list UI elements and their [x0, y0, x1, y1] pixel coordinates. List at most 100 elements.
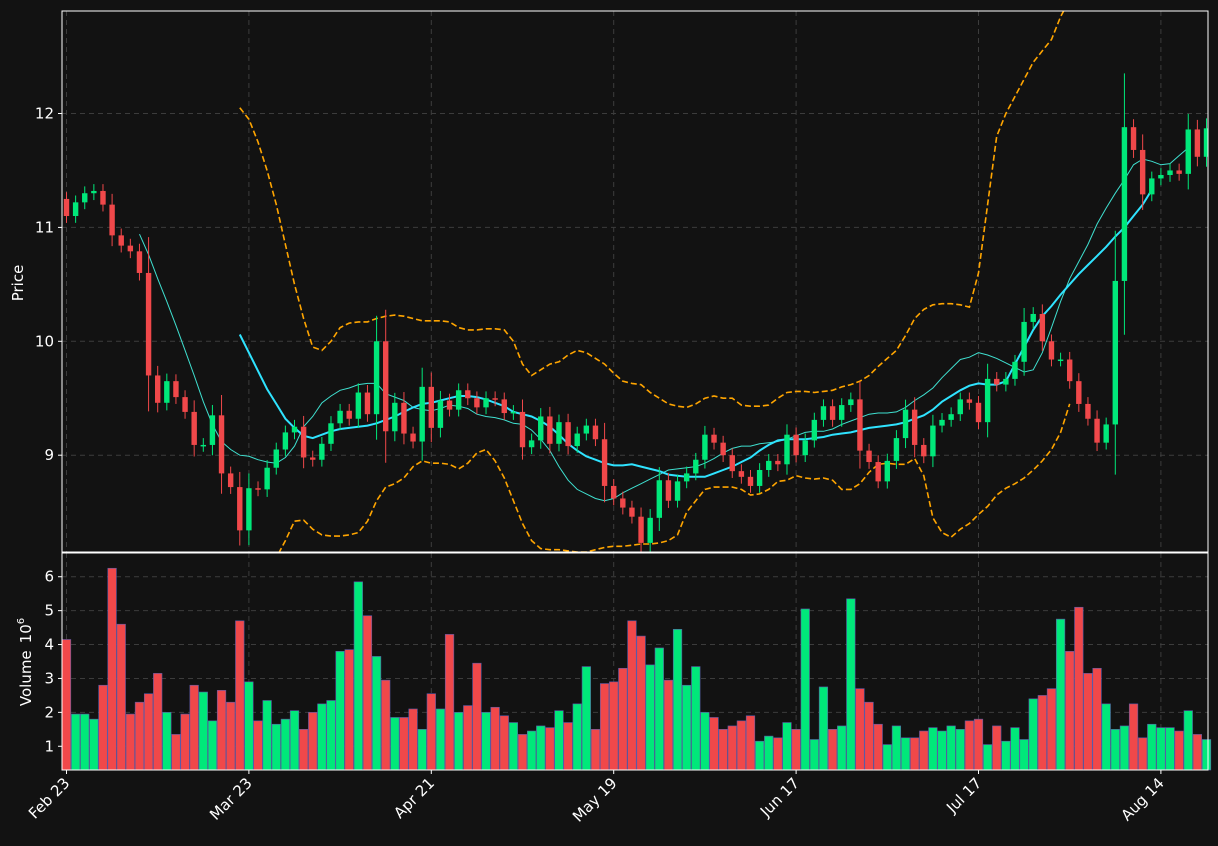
- bollinger-bands: [239, 11, 1071, 552]
- price-panel-frame: [61, 10, 1209, 553]
- volume-bar: [764, 735, 774, 771]
- volume-bar: [846, 598, 856, 771]
- candle-body: [346, 410, 352, 419]
- volume-bar: [590, 729, 601, 771]
- volume-bar: [116, 623, 126, 771]
- candle-body: [747, 476, 754, 486]
- volume-bar: [773, 737, 783, 771]
- candle-body: [921, 444, 927, 457]
- candle-body: [839, 405, 845, 420]
- candle-body: [1130, 127, 1137, 150]
- volume-bar: [864, 701, 874, 771]
- candle-body: [948, 414, 954, 420]
- volume-bar: [855, 688, 865, 771]
- candle-body: [182, 397, 188, 412]
- price-ytick-label: 9: [44, 446, 54, 464]
- candle-body: [975, 402, 982, 423]
- candle-body: [310, 457, 316, 460]
- volume-bar: [1156, 727, 1166, 771]
- volume-bar: [554, 710, 564, 771]
- lower-band-line: [278, 403, 1071, 552]
- candle-body: [829, 406, 836, 420]
- volume-bar: [636, 635, 646, 771]
- candle-body: [1149, 178, 1155, 195]
- volume-bar: [107, 567, 117, 771]
- candle-body: [465, 390, 471, 399]
- candle-body: [264, 467, 270, 490]
- price-ytick-label: 11: [35, 218, 54, 236]
- volume-bar: [226, 701, 236, 771]
- candle-body: [1076, 381, 1082, 404]
- volume-ytick-label: 1: [44, 737, 54, 755]
- candle-body: [255, 488, 261, 490]
- volume-bar: [1138, 737, 1148, 771]
- volume-bar: [517, 734, 528, 771]
- candle-body: [364, 392, 371, 415]
- candle-body: [510, 411, 517, 414]
- candle-body: [775, 460, 781, 465]
- candle-body: [693, 459, 699, 474]
- volume-bar: [280, 718, 290, 771]
- volume-panel-frame: [61, 552, 1209, 771]
- candle-body: [72, 202, 79, 217]
- candle-body: [519, 411, 526, 448]
- candle-body: [1139, 149, 1146, 195]
- candle-body: [1003, 378, 1009, 385]
- volume-bar: [572, 703, 582, 771]
- candle-body: [1067, 359, 1073, 382]
- volume-bar: [299, 729, 309, 771]
- candle-body: [200, 444, 206, 447]
- candle-body: [875, 462, 881, 482]
- volume-bar: [1083, 673, 1093, 771]
- volume-bar: [235, 620, 245, 771]
- candle-body: [63, 198, 70, 217]
- candle-body: [419, 386, 425, 442]
- candle-body: [319, 443, 325, 460]
- volume-bar: [1183, 710, 1193, 771]
- candle-body: [383, 341, 389, 432]
- candle-body: [629, 507, 635, 517]
- candle-body: [1185, 129, 1191, 174]
- candle-body: [355, 392, 362, 419]
- volume-bar: [271, 723, 281, 771]
- volume-bar: [444, 634, 455, 771]
- volume-bar: [344, 649, 354, 771]
- volume-bar: [71, 713, 81, 771]
- volume-axis-label-exponent: 6: [16, 618, 27, 624]
- volume-bar: [1192, 734, 1202, 771]
- candle-body: [191, 411, 197, 445]
- candle-body: [911, 409, 918, 445]
- volume-bar: [599, 683, 610, 771]
- candle-body: [109, 204, 115, 236]
- candlesticks: [63, 73, 1208, 552]
- volume-bar: [654, 647, 664, 771]
- candle-body: [155, 375, 161, 403]
- candle-body: [902, 409, 909, 439]
- volume-bar: [627, 620, 637, 771]
- volume-bar: [827, 729, 838, 771]
- volume-bar: [1119, 725, 1130, 771]
- volume-bar: [563, 722, 573, 771]
- volume-bar: [1092, 667, 1102, 771]
- volume-bar: [244, 681, 254, 771]
- candle-body: [565, 422, 571, 447]
- candle-body: [957, 399, 963, 415]
- candle-body: [328, 423, 334, 444]
- volume-bar: [545, 727, 555, 771]
- volume-ytick-label: 4: [44, 636, 54, 654]
- candle-body: [446, 400, 453, 410]
- volume-bar: [536, 725, 546, 771]
- volume-bar: [134, 701, 145, 771]
- candle-body: [1167, 170, 1173, 176]
- volume-bar: [682, 684, 692, 771]
- candle-body: [547, 416, 553, 444]
- volume-bar: [335, 651, 345, 771]
- candle-body: [984, 378, 991, 423]
- candle-body: [738, 471, 745, 477]
- candle-body: [291, 426, 298, 433]
- price-axis-label: Price: [9, 265, 27, 302]
- candle-body: [966, 399, 973, 403]
- candle-body: [766, 460, 772, 470]
- candle-body: [592, 425, 599, 440]
